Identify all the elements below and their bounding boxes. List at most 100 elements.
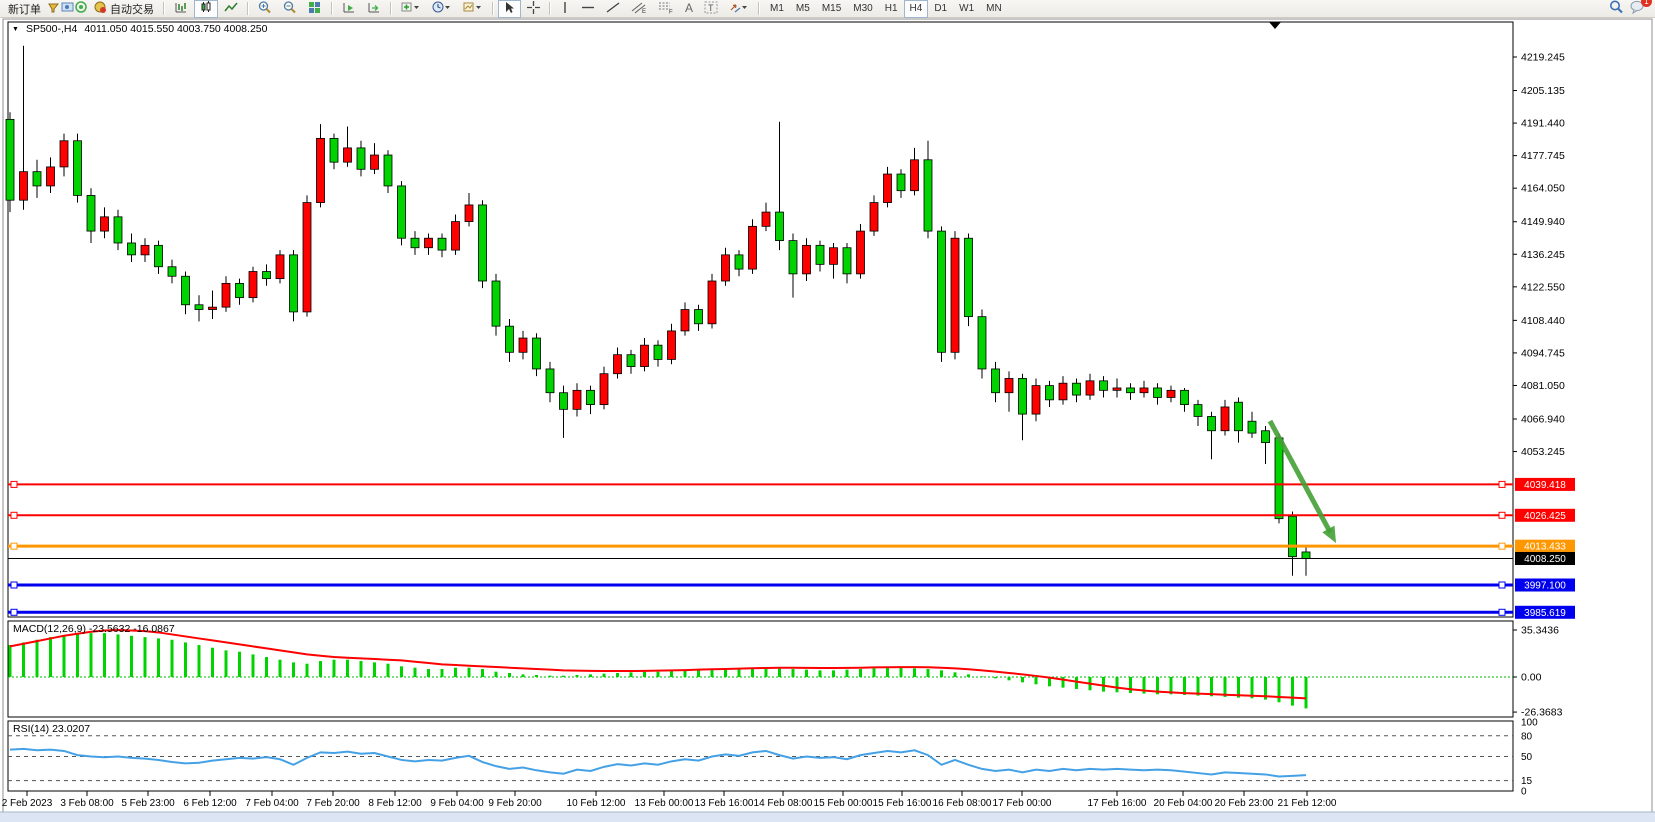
trendline-tool-icon[interactable] [601,0,625,18]
svg-text:0: 0 [1521,787,1527,798]
zoom-out-icon[interactable] [278,0,302,18]
search-icon[interactable] [1609,0,1624,17]
timeframe-M5[interactable]: M5 [795,3,810,14]
timeframe-M15[interactable]: M15 [821,3,842,14]
candle-down [329,137,339,163]
svg-text:35.3436: 35.3436 [1521,624,1559,636]
svg-text:4053.245: 4053.245 [1521,446,1565,458]
main-chart-panel [7,21,1514,618]
channel-tool-icon[interactable]: E [626,0,652,18]
candle-up [248,271,258,299]
svg-text:80: 80 [1521,731,1533,742]
timeframe-H1[interactable]: H1 [884,3,898,14]
svg-text:4066.940: 4066.940 [1521,413,1565,425]
timeframe-M30[interactable]: M30 [853,3,873,14]
new-order-label: 新订单 [8,3,41,16]
timeframe-MN[interactable]: MN [986,3,1002,14]
horizontal-line-tool-icon[interactable] [576,0,600,18]
svg-text:4136.245: 4136.245 [1521,249,1565,261]
text-tool-icon[interactable]: A [685,1,694,15]
candle-up [464,204,474,222]
candle-up [869,202,879,232]
candle-up [316,137,325,203]
vertical-line-tool-icon[interactable] [555,0,575,18]
candle-down [896,173,906,192]
candle-up [275,254,285,280]
fibo-f-glyph: F [669,9,673,14]
timeframe-D1[interactable]: D1 [934,3,948,14]
candle-up [46,166,55,187]
candle-down [1261,430,1270,444]
toolbar-separator [758,2,761,15]
timeframe-W1[interactable]: W1 [959,3,975,14]
candle-up [343,147,352,163]
market-watch-icon[interactable] [61,1,74,17]
candle-down [788,240,798,275]
line-chart-mode-icon[interactable] [219,0,243,18]
rsi-line [9,747,1307,778]
svg-text:4108.440: 4108.440 [1521,315,1565,327]
rsi-indicator-label: RSI(14) 23.0207 [13,723,91,735]
autoscroll-icon[interactable] [337,0,361,18]
candle-up [1220,406,1230,432]
candle-up [100,216,109,232]
svg-text:0.00: 0.00 [1521,672,1542,684]
candle-down [289,254,298,313]
candle-down [5,118,15,201]
candle-down [1153,387,1162,398]
ohlc-readout: 4011.050 4015.550 4003.750 4008.250 [84,23,268,35]
chart-profile-icon[interactable] [47,1,60,17]
svg-text:4122.550: 4122.550 [1521,281,1565,293]
periods-button[interactable] [427,0,457,18]
autotrading-button[interactable]: 自动交易 [89,0,159,18]
shapes-tool-button[interactable] [724,0,754,18]
new-order-button[interactable]: 新订单 [3,0,46,18]
macd-signal-line [9,629,1307,700]
candle-up [667,330,676,360]
candle-down [1288,515,1297,558]
add-indicator-button[interactable] [396,0,426,18]
label-t-glyph: T [708,3,714,13]
candle-up [761,211,771,227]
candle-down [1045,385,1054,401]
chart-shift-icon[interactable] [362,0,386,18]
line-handle [1498,511,1506,519]
toolbar-separator [247,2,249,15]
templates-button[interactable] [458,0,488,18]
candle-up [208,306,217,310]
candle-up [221,282,231,308]
tile-windows-icon[interactable] [303,0,327,18]
timeframe-H4[interactable]: H4 [903,0,929,18]
toolbar-separator [492,2,494,15]
cursor-icon[interactable] [498,0,521,18]
candle-down [73,140,82,196]
candlestick-mode-icon[interactable] [194,0,218,18]
candle-up [1004,378,1014,394]
svg-text:4013.433: 4013.433 [1524,542,1566,553]
price-tag [1515,551,1575,565]
candle-up [829,247,838,265]
line-handle [10,511,18,519]
label-tool-icon[interactable]: T [699,0,723,18]
candle-down [1018,378,1027,415]
candle-down [1099,380,1108,391]
one-click-trading-toggle[interactable]: ▼ [12,25,19,33]
timeframe-M1[interactable]: M1 [770,3,784,14]
svg-text:14 Feb 08:00: 14 Feb 08:00 [754,798,813,809]
candle-up [1085,380,1095,396]
bar-chart-mode-icon[interactable] [169,0,193,18]
svg-text:4177.745: 4177.745 [1521,150,1565,162]
svg-text:4149.940: 4149.940 [1521,216,1565,228]
zoom-in-icon[interactable] [253,0,277,18]
candle-up [721,254,730,282]
signals-icon[interactable] [75,0,88,17]
candle-up [1139,387,1149,394]
notifications-icon[interactable]: 1 [1630,0,1652,17]
fibonacci-tool-icon[interactable]: F [653,0,679,18]
candle-up [451,221,460,251]
toolbar: 新订单 自动交易 [0,0,1655,18]
candle-down [235,282,244,299]
svg-text:-26.3683: -26.3683 [1521,707,1563,719]
crosshair-icon[interactable] [522,0,545,18]
autotrading-label: 自动交易 [110,3,154,16]
